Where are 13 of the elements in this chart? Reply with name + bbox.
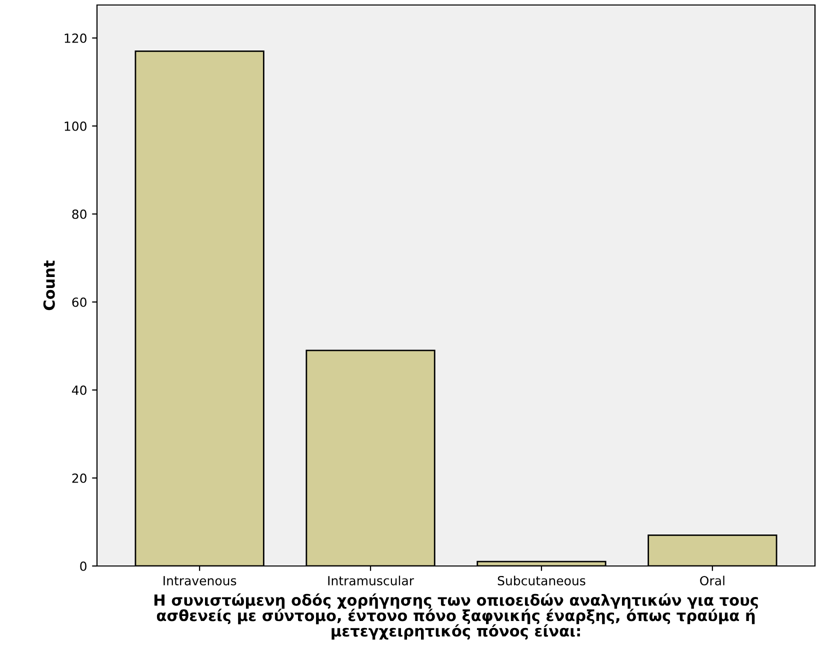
y-tick-label: 120: [64, 33, 86, 43]
x-axis-title: Η συνιστώμενη οδός χορήγησης των οπιοειδών αναλγητικών για τους ασθενείς με σύντομο, έντονο πόνο ξαφνικής έναρξης, όπως τραύμα ή μετεγχειρητικός πόνος είναι:: [154, 593, 758, 640]
x-tick-label: Intramuscular: [328, 576, 414, 586]
y-axis-title: Count: [43, 260, 55, 310]
y-tick-label: 60: [72, 297, 86, 307]
x-tick-label: Subcutaneous: [498, 576, 586, 586]
x-tick-label: Oral: [700, 576, 724, 586]
x-tick-label: Intravenous: [164, 576, 236, 586]
y-tick-label: 100: [64, 121, 86, 131]
y-tick-label: 0: [80, 561, 86, 571]
y-tick-label: 20: [72, 473, 86, 483]
y-tick-label: 40: [72, 385, 86, 395]
y-tick-label: 80: [72, 209, 86, 219]
